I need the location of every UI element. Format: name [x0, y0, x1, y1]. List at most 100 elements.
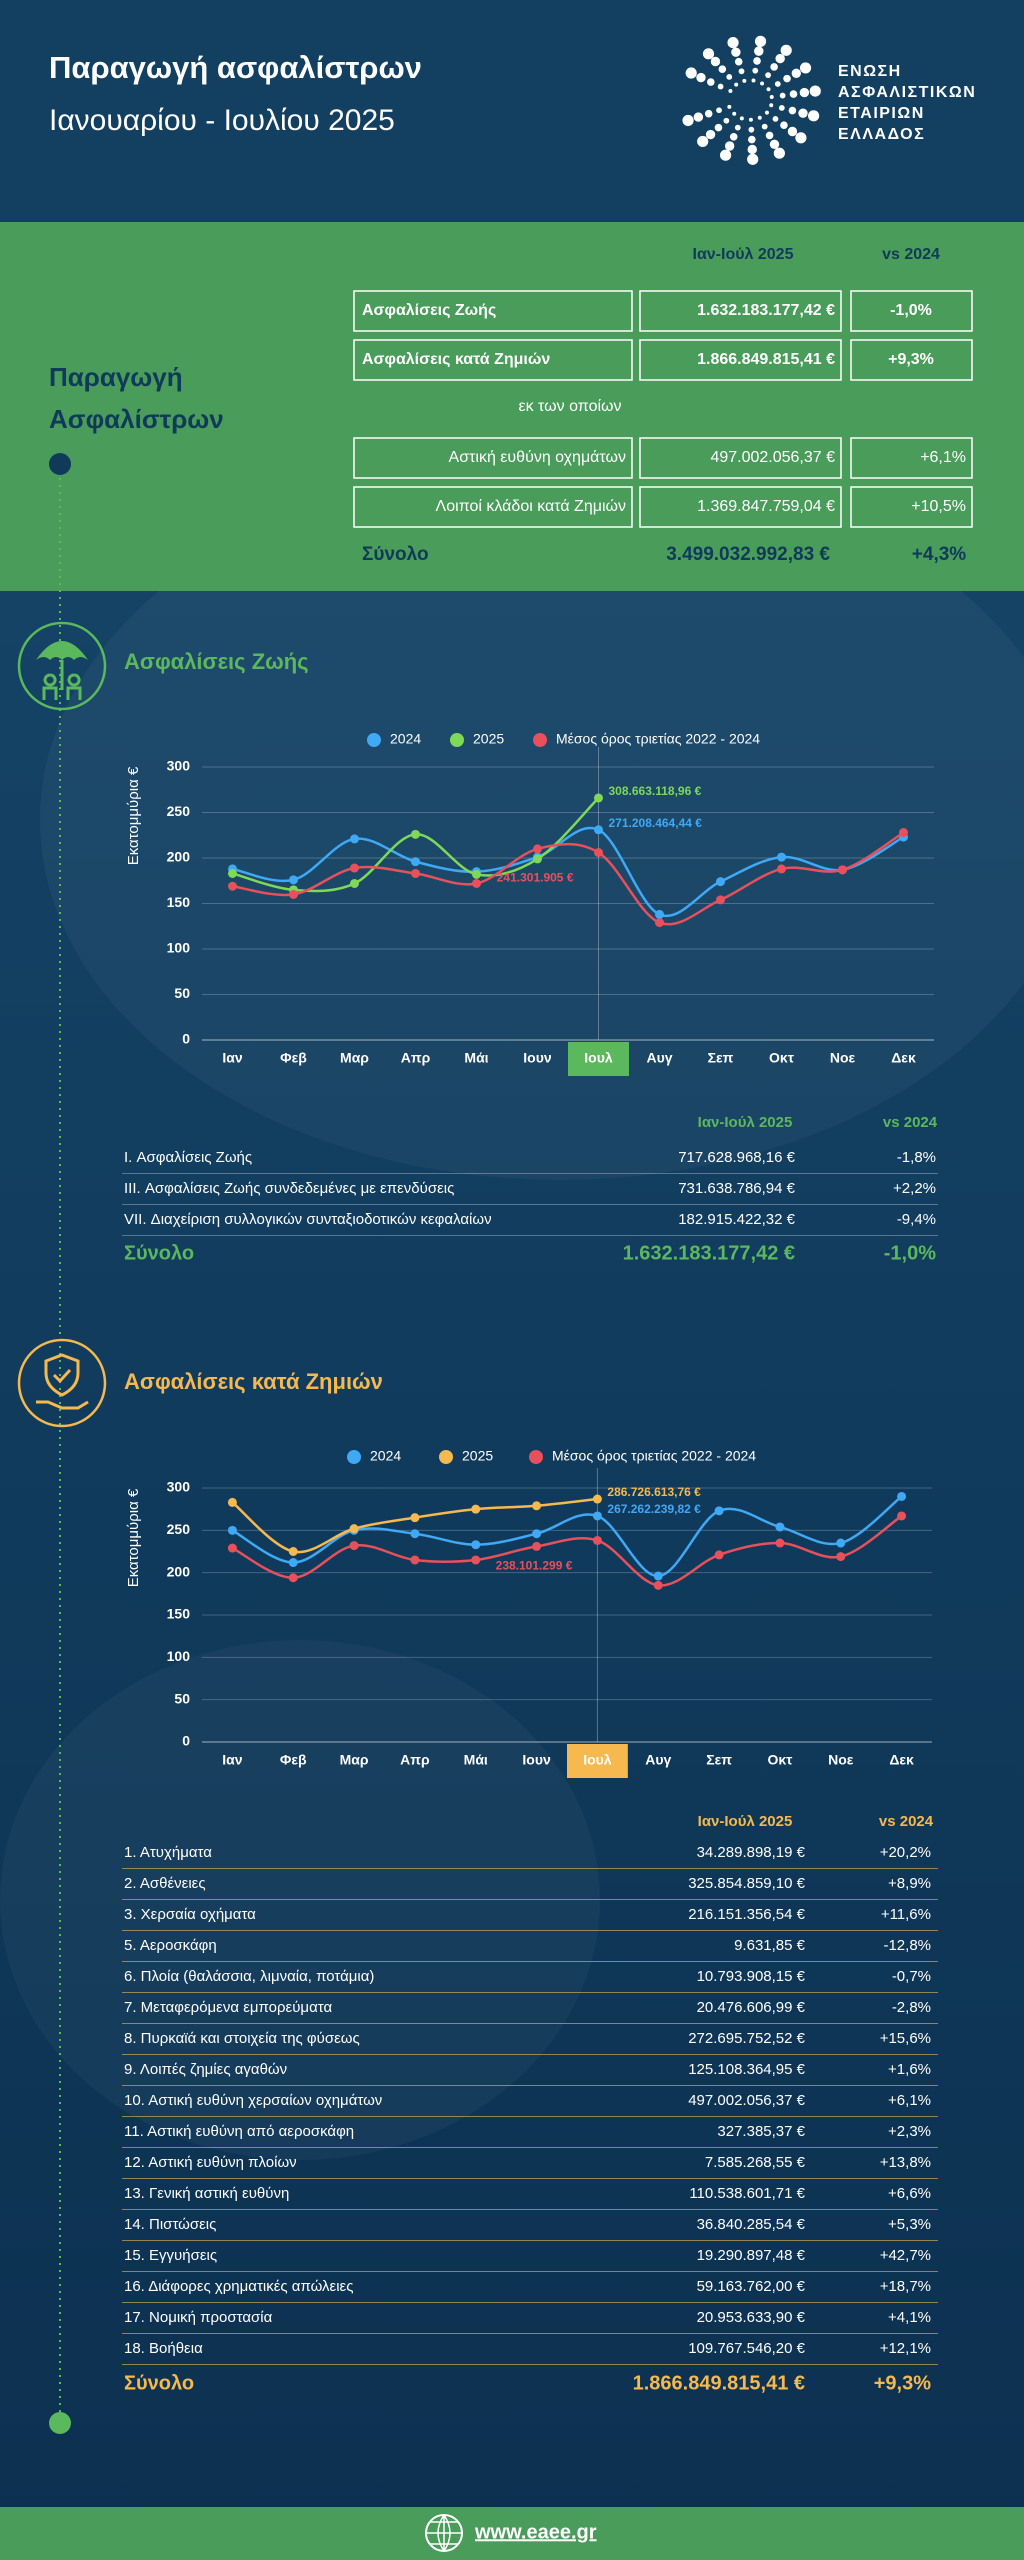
y-tick-label: 250 — [167, 1521, 191, 1537]
y-tick-label: 0 — [182, 1733, 190, 1749]
logo-dot — [748, 117, 753, 122]
data-point — [471, 1540, 481, 1550]
logo-dot — [702, 48, 715, 60]
x-tick-label: Μάι — [464, 1752, 488, 1768]
x-tick-label: Οκτ — [769, 1050, 795, 1066]
legend-label: 2024 — [390, 731, 421, 747]
row-value: 7.585.268,55 € — [705, 2154, 806, 2171]
logo-dot — [682, 114, 694, 127]
data-point — [349, 1541, 359, 1551]
summary-cell — [850, 290, 973, 332]
row-value: 731.638.786,94 € — [678, 1180, 795, 1197]
data-point — [411, 868, 420, 878]
life-icon — [36, 641, 88, 660]
legend-marker — [450, 733, 464, 747]
logo-text: ΑΣΦΑΛΙΣΤΙΚΩΝ — [838, 84, 976, 101]
row-change: +18,7% — [880, 2278, 931, 2295]
y-tick-label: 50 — [174, 1690, 190, 1706]
logo-dot — [731, 47, 741, 57]
logo-dot — [739, 116, 744, 121]
row-change: +9,3% — [888, 351, 934, 368]
row-value: 327.385,37 € — [717, 2123, 805, 2140]
row-label: 15. Εγγυήσεις — [124, 2247, 217, 2264]
data-point — [532, 1541, 542, 1551]
row-label: 12. Αστική ευθύνη πλοίων — [124, 2154, 297, 2171]
logo-dot — [734, 82, 739, 87]
x-tick-label: Οκτ — [767, 1752, 793, 1768]
footer-link[interactable]: www.eaee.gr — [474, 2521, 597, 2543]
logo-dot — [734, 57, 743, 66]
row-label: III. Ασφαλίσεις Ζωής συνδεδεμένες με επε… — [124, 1180, 454, 1197]
data-point — [532, 1501, 542, 1511]
data-point — [653, 1571, 663, 1581]
row-change: +1,6% — [888, 2061, 931, 2078]
row-label: 5. Αεροσκάφη — [124, 1937, 217, 1954]
row-change: -1,8% — [897, 1149, 936, 1166]
logo-dot — [753, 57, 761, 65]
y-tick-label: 0 — [182, 1031, 190, 1047]
logo-dot — [765, 72, 771, 79]
x-tick-label: Ιουν — [523, 1050, 552, 1066]
data-point — [227, 1525, 237, 1535]
logo-dot — [798, 108, 808, 118]
logo-dot — [772, 115, 779, 122]
summary-cell — [639, 437, 842, 479]
row-change: +4,1% — [888, 2309, 931, 2326]
logo-dot — [727, 36, 739, 49]
logo-dot — [760, 81, 765, 86]
row-value: 497.002.056,37 € — [688, 2092, 805, 2109]
row-value: 216.151.356,54 € — [688, 1906, 805, 1923]
summary-cell — [353, 290, 633, 332]
logo-dot — [726, 73, 733, 80]
data-point — [288, 1573, 298, 1583]
bg-shape — [40, 460, 1024, 1180]
x-tick-label: Φεβ — [280, 1752, 307, 1768]
logo-dot — [780, 44, 792, 56]
summary-cell — [639, 290, 842, 332]
legend-marker — [347, 1450, 361, 1464]
row-value: 717.628.968,16 € — [678, 1149, 795, 1166]
logo-dot — [748, 135, 756, 144]
row-value: 20.476.606,99 € — [697, 1999, 806, 2016]
total-change: -1,0% — [884, 1242, 936, 1264]
row-change: +2,2% — [893, 1180, 936, 1197]
y-tick-label: 300 — [167, 1479, 191, 1495]
data-point — [289, 875, 298, 885]
logo-dot — [799, 62, 812, 74]
highlight-box — [568, 1042, 629, 1076]
row-label: Λοιποί κλάδοι κατά Ζημιών — [436, 498, 626, 515]
logo-dot — [742, 78, 747, 83]
x-tick-label: Μάι — [464, 1050, 488, 1066]
life-icon-ring — [17, 621, 107, 711]
annotation: 267.262.239,82 € — [607, 1502, 701, 1516]
y-tick-label: 150 — [167, 894, 191, 910]
row-label: 16. Διάφορες χρηματικές απώλειες — [124, 2278, 353, 2295]
logo-dot — [714, 123, 723, 132]
data-point — [653, 1580, 663, 1590]
logo-dot — [704, 109, 713, 118]
logo-dot — [809, 85, 821, 97]
x-tick-label: Νοε — [830, 1050, 856, 1066]
data-point — [228, 881, 237, 891]
row-value: 325.854.859,10 € — [688, 1875, 805, 1892]
row-change: +5,3% — [888, 2216, 931, 2233]
legend-marker — [533, 733, 547, 747]
legend-label: 2025 — [462, 1448, 493, 1464]
summary-cell — [639, 486, 842, 528]
column-header: Ιαν-Ιούλ 2025 — [698, 1114, 793, 1131]
row-value: 20.953.633,90 € — [697, 2309, 806, 2326]
data-point — [472, 878, 481, 888]
row-change: +6,6% — [888, 2185, 931, 2202]
row-label: 6. Πλοία (θαλάσσια, λιμναία, ποτάμια) — [124, 1968, 374, 1985]
logo-dot — [732, 111, 737, 116]
logo-dot — [775, 53, 785, 64]
data-point — [289, 889, 298, 899]
annotation: 271.208.464,44 € — [609, 816, 703, 830]
y-tick-label: 300 — [167, 758, 191, 774]
total-label: Σύνολο — [124, 2372, 194, 2394]
legend-marker — [439, 1450, 453, 1464]
logo-text: ΕΝΩΣΗ — [838, 63, 902, 80]
row-change: +15,6% — [880, 2030, 931, 2047]
row-value: 497.002.056,37 € — [710, 449, 835, 466]
